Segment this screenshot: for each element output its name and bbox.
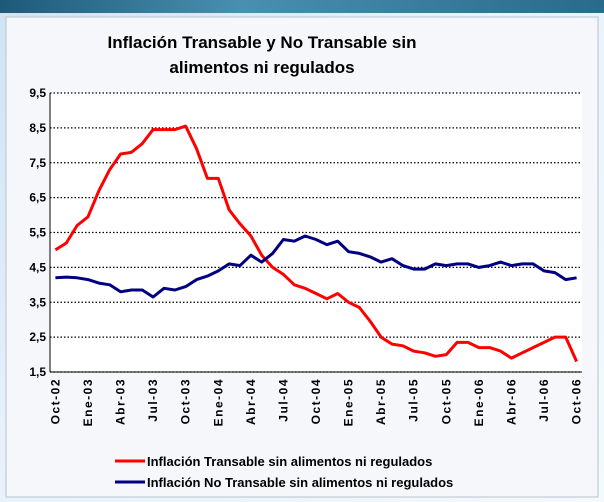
- x-tick-label: Ene-03: [81, 378, 95, 426]
- x-tick-label: Ene-04: [211, 378, 225, 426]
- x-tick-label: Abr-05: [374, 378, 388, 425]
- x-tick-label: Oct-05: [439, 378, 453, 424]
- y-tick-label: 8,5: [29, 121, 46, 135]
- series-line: [55, 234, 577, 299]
- x-tick-label: Oct-02: [48, 378, 62, 424]
- y-tick-label: 9,5: [29, 86, 46, 100]
- y-tick-label: 3,5: [29, 295, 46, 309]
- x-tick-label: Jul-06: [537, 378, 551, 422]
- legend-label: Inflación Transable sin alimentos ni reg…: [147, 454, 432, 469]
- x-tick-label: Jul-03: [146, 378, 160, 422]
- y-tick-label: 2,5: [29, 330, 46, 344]
- x-tick-label: Abr-06: [504, 378, 518, 425]
- x-tick-label: Abr-04: [244, 378, 258, 425]
- x-tick-label: Oct-04: [309, 378, 323, 424]
- chart-title: Inflación Transable y No Transable sin a…: [107, 33, 417, 77]
- x-tick-label: Ene-06: [472, 378, 486, 426]
- top-band: [0, 0, 604, 13]
- y-tick-label: 5,5: [29, 226, 46, 240]
- x-tick-label: Ene-05: [342, 378, 356, 426]
- y-tick-label: 7,5: [29, 156, 46, 170]
- y-tick-label: 4,5: [29, 260, 46, 274]
- x-tick-label: Jul-04: [276, 378, 290, 422]
- x-tick-label: Jul-05: [407, 378, 421, 422]
- series-line: [54, 124, 578, 363]
- x-tick-label: Oct-06: [570, 378, 584, 424]
- y-tick-label: 6,5: [29, 191, 46, 205]
- y-tick-label: 1,5: [29, 365, 46, 379]
- legend-label: Inflación No Transable sin alimentos ni …: [147, 475, 453, 490]
- x-tick-label: Abr-03: [114, 378, 128, 425]
- x-tick-label: Oct-03: [179, 378, 193, 424]
